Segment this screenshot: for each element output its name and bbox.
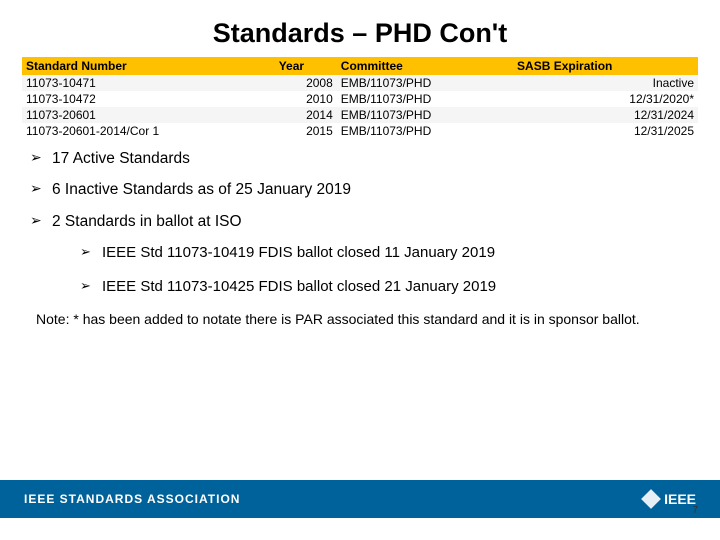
cell-std: 11073-10472 bbox=[22, 91, 275, 107]
footer-left-logo: IEEE STANDARDS ASSOCIATION bbox=[24, 492, 240, 506]
cell-exp: 12/31/2025 bbox=[513, 123, 698, 139]
cell-year: 2008 bbox=[275, 75, 337, 91]
page-title: Standards – PHD Con't bbox=[22, 18, 698, 49]
footnote: Note: * has been added to notate there i… bbox=[36, 310, 698, 328]
table-header-row: Standard Number Year Committee SASB Expi… bbox=[22, 57, 698, 75]
bullet-item: 2 Standards in ballot at ISO IEEE Std 11… bbox=[30, 212, 698, 296]
cell-committee: EMB/11073/PHD bbox=[337, 91, 513, 107]
table-row: 11073-10472 2010 EMB/11073/PHD 12/31/202… bbox=[22, 91, 698, 107]
footer-bar: IEEE STANDARDS ASSOCIATION IEEE bbox=[0, 480, 720, 518]
bullet-item: 6 Inactive Standards as of 25 January 20… bbox=[30, 180, 698, 199]
sub-bullet-list: IEEE Std 11073-10419 FDIS ballot closed … bbox=[80, 243, 698, 296]
cell-exp: 12/31/2020* bbox=[513, 91, 698, 107]
cell-exp: Inactive bbox=[513, 75, 698, 91]
page-number: 7 bbox=[692, 505, 698, 516]
sub-bullet-item: IEEE Std 11073-10425 FDIS ballot closed … bbox=[80, 277, 698, 297]
cell-committee: EMB/11073/PHD bbox=[337, 123, 513, 139]
col-header-committee: Committee bbox=[337, 57, 513, 75]
cell-std: 11073-10471 bbox=[22, 75, 275, 91]
table-row: 11073-10471 2008 EMB/11073/PHD Inactive bbox=[22, 75, 698, 91]
bullet-item: 17 Active Standards bbox=[30, 149, 698, 168]
cell-year: 2010 bbox=[275, 91, 337, 107]
standards-table: Standard Number Year Committee SASB Expi… bbox=[22, 57, 698, 139]
cell-std: 11073-20601 bbox=[22, 107, 275, 123]
cell-committee: EMB/11073/PHD bbox=[337, 75, 513, 91]
table-row: 11073-20601 2014 EMB/11073/PHD 12/31/202… bbox=[22, 107, 698, 123]
bullet-text: 2 Standards in ballot at ISO bbox=[52, 213, 242, 230]
col-header-exp: SASB Expiration bbox=[513, 57, 698, 75]
cell-exp: 12/31/2024 bbox=[513, 107, 698, 123]
footer-right-logo: IEEE bbox=[644, 491, 696, 507]
cell-std: 11073-20601-2014/Cor 1 bbox=[22, 123, 275, 139]
cell-committee: EMB/11073/PHD bbox=[337, 107, 513, 123]
bullet-list: 17 Active Standards 6 Inactive Standards… bbox=[30, 149, 698, 296]
ieee-sa-logo-text: IEEE STANDARDS ASSOCIATION bbox=[24, 492, 240, 506]
cell-year: 2015 bbox=[275, 123, 337, 139]
cell-year: 2014 bbox=[275, 107, 337, 123]
col-header-year: Year bbox=[275, 57, 337, 75]
slide: Standards – PHD Con't Standard Number Ye… bbox=[0, 0, 720, 540]
table-row: 11073-20601-2014/Cor 1 2015 EMB/11073/PH… bbox=[22, 123, 698, 139]
sub-bullet-item: IEEE Std 11073-10419 FDIS ballot closed … bbox=[80, 243, 698, 263]
col-header-std: Standard Number bbox=[22, 57, 275, 75]
ieee-diamond-icon bbox=[641, 489, 661, 509]
footer: IEEE STANDARDS ASSOCIATION IEEE 7 bbox=[0, 476, 720, 518]
ieee-logo-text: IEEE bbox=[664, 491, 696, 507]
